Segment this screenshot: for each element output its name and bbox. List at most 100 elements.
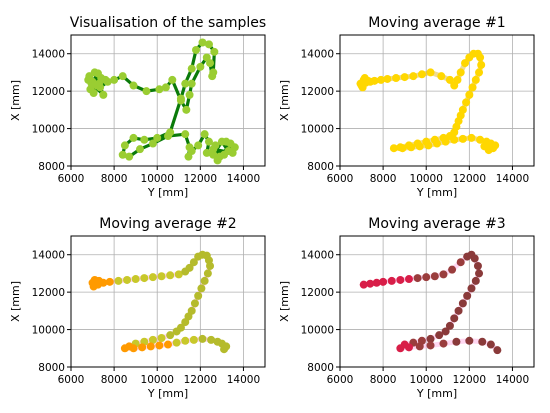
data-point xyxy=(206,261,215,270)
x-tick-label: 10000 xyxy=(410,374,443,386)
data-point xyxy=(166,331,175,340)
x-tick-label: 12000 xyxy=(184,374,217,386)
data-point xyxy=(203,269,212,278)
data-point xyxy=(417,70,426,79)
data-point xyxy=(146,342,155,351)
data-point xyxy=(185,90,194,99)
x-tick-label: 12000 xyxy=(453,374,486,386)
data-point xyxy=(473,261,482,270)
data-point xyxy=(379,277,388,286)
data-point xyxy=(437,72,446,81)
data-point xyxy=(181,79,190,88)
data-point xyxy=(172,338,181,347)
x-tick-label: 10000 xyxy=(410,173,443,185)
x-axis-label: Y [mm] xyxy=(416,186,457,199)
data-point xyxy=(148,273,157,282)
data-point xyxy=(89,282,98,291)
plot-title: Moving average #3 xyxy=(368,216,505,232)
data-point xyxy=(450,135,459,144)
data-point xyxy=(110,75,119,84)
data-point xyxy=(461,59,470,68)
data-point xyxy=(114,276,123,285)
data-point xyxy=(441,327,450,336)
y-tick-label: 8000 xyxy=(307,362,334,374)
data-point xyxy=(194,141,203,150)
x-tick-label: 6000 xyxy=(58,374,85,386)
data-point xyxy=(445,321,454,330)
data-point xyxy=(131,275,140,284)
data-point xyxy=(439,339,448,348)
y-tick-label: 10000 xyxy=(301,124,334,136)
y-tick-label: 8000 xyxy=(38,161,65,173)
data-point xyxy=(366,279,375,288)
data-point xyxy=(209,68,218,77)
data-point xyxy=(153,133,162,142)
data-point xyxy=(89,89,98,98)
data-point xyxy=(192,45,201,54)
data-point xyxy=(426,341,435,350)
subplot-4: 6000 8000 10000 12000 1400080001000012000140… xyxy=(278,216,535,400)
data-point xyxy=(182,105,191,114)
data-point xyxy=(359,280,368,289)
data-point xyxy=(174,270,183,279)
data-point xyxy=(448,265,457,274)
data-point xyxy=(387,276,396,285)
subplot-2: 6000 8000 10000 12000 1400080001000012000140… xyxy=(278,15,535,199)
data-point xyxy=(462,98,471,107)
data-point xyxy=(404,343,413,352)
data-point xyxy=(129,81,138,90)
data-point xyxy=(452,337,461,346)
data-point xyxy=(185,263,194,272)
data-point xyxy=(407,143,416,152)
data-point xyxy=(209,145,218,154)
data-point xyxy=(148,139,157,148)
x-tick-label: 12000 xyxy=(184,173,217,185)
y-axis-label: X [mm] xyxy=(278,281,291,322)
data-point xyxy=(181,318,190,327)
x-axis-label: Y [mm] xyxy=(416,387,457,400)
y-tick-label: 12000 xyxy=(32,86,65,98)
data-point xyxy=(187,79,196,88)
data-point xyxy=(398,144,407,153)
data-point xyxy=(396,344,405,353)
data-point xyxy=(404,275,413,284)
data-point xyxy=(356,79,365,88)
data-point xyxy=(370,76,379,85)
data-point xyxy=(372,278,381,287)
data-point xyxy=(476,53,485,62)
data-point xyxy=(486,340,495,349)
data-point xyxy=(426,68,435,77)
x-tick-label: 6000 xyxy=(58,173,85,185)
data-point xyxy=(140,135,149,144)
x-tick-label: 8000 xyxy=(370,173,397,185)
data-point xyxy=(99,278,108,287)
data-point xyxy=(84,75,93,84)
x-axis-label: Y [mm] xyxy=(147,387,188,400)
data-point xyxy=(200,276,209,285)
x-tick-label: 14000 xyxy=(227,173,260,185)
data-point xyxy=(467,284,476,293)
data-point xyxy=(475,269,484,278)
data-point xyxy=(155,85,164,94)
data-point xyxy=(164,132,172,141)
data-point xyxy=(118,150,127,159)
data-point xyxy=(196,62,205,71)
data-point xyxy=(142,87,151,96)
plot-title: Visualisation of the samples xyxy=(70,15,266,31)
data-point xyxy=(478,337,487,346)
y-tick-label: 8000 xyxy=(307,161,334,173)
data-point xyxy=(204,40,213,49)
data-point xyxy=(168,75,177,84)
y-tick-label: 10000 xyxy=(301,325,334,337)
data-point xyxy=(389,144,398,153)
data-point xyxy=(198,334,207,343)
data-point xyxy=(207,335,216,344)
data-point xyxy=(424,141,433,150)
data-point xyxy=(493,346,502,355)
x-tick-label: 12000 xyxy=(453,173,486,185)
data-point xyxy=(465,336,474,345)
data-point xyxy=(415,342,424,351)
data-point xyxy=(148,335,157,344)
plot-title: Moving average #2 xyxy=(99,216,236,232)
